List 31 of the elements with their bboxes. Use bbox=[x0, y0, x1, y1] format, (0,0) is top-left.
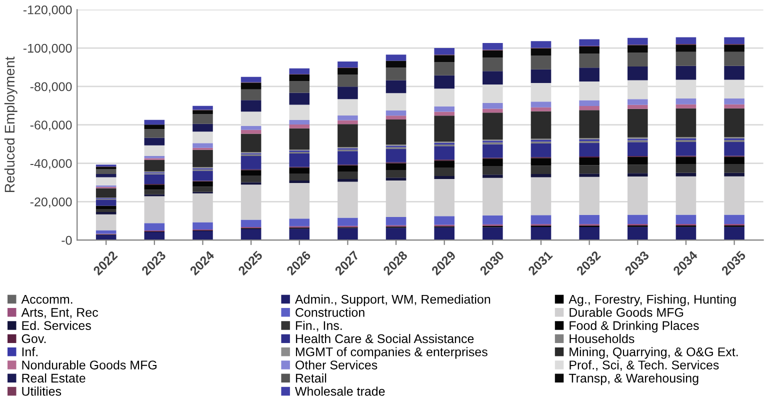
legend-label: Prof., Sci, & Tech. Services bbox=[570, 360, 719, 371]
legend-label: Fin., Ins. bbox=[296, 320, 342, 332]
legend-label: Arts, Ent, Rec bbox=[21, 308, 98, 318]
legend-label: Households bbox=[570, 334, 634, 344]
y-tick-label: -20,000 bbox=[30, 197, 72, 208]
legend-label: MGMT of companies & enterprises bbox=[296, 347, 488, 359]
legend-label: Retail bbox=[296, 373, 326, 383]
legend-label: Health Care & Social Assistance bbox=[296, 334, 474, 344]
y-axis-title: Reduced Employment bbox=[4, 56, 18, 192]
legend-label: Food & Drinking Places bbox=[570, 320, 699, 332]
y-tick-label: -120,000 bbox=[23, 5, 72, 16]
legend-label: Utilities bbox=[22, 386, 62, 396]
y-tick-label: -100,000 bbox=[23, 44, 72, 54]
legend-label: Real Estate bbox=[22, 373, 86, 383]
legend-label: Admin., Support, WM, Remediation bbox=[294, 294, 490, 306]
legend-label: Accomm. bbox=[21, 294, 72, 304]
legend-label: Wholesale trade bbox=[295, 386, 385, 396]
legend-label: Transp, & Warehousing bbox=[568, 373, 698, 386]
y-tick-label: -60,000 bbox=[30, 120, 72, 131]
y-tick-label: -40,000 bbox=[30, 159, 72, 170]
legend-label: Mining, Quarrying, & O&G Ext. bbox=[570, 347, 738, 359]
legend-label: Durable Goods MFG bbox=[570, 308, 684, 317]
legend-label: Ed. Services bbox=[22, 320, 91, 330]
legend-label: Ag., Forestry, Fishing, Hunting bbox=[568, 294, 736, 306]
y-tick-label: -0 bbox=[62, 236, 72, 245]
y-tick-label: -80,000 bbox=[30, 82, 72, 93]
legend-label: Gov. bbox=[22, 334, 46, 344]
legend-label: Construction bbox=[296, 308, 364, 317]
legend-label: Other Services bbox=[296, 360, 378, 370]
legend-label: Nondurable Goods MFG bbox=[22, 360, 156, 370]
legend-label: Inf. bbox=[22, 347, 38, 356]
